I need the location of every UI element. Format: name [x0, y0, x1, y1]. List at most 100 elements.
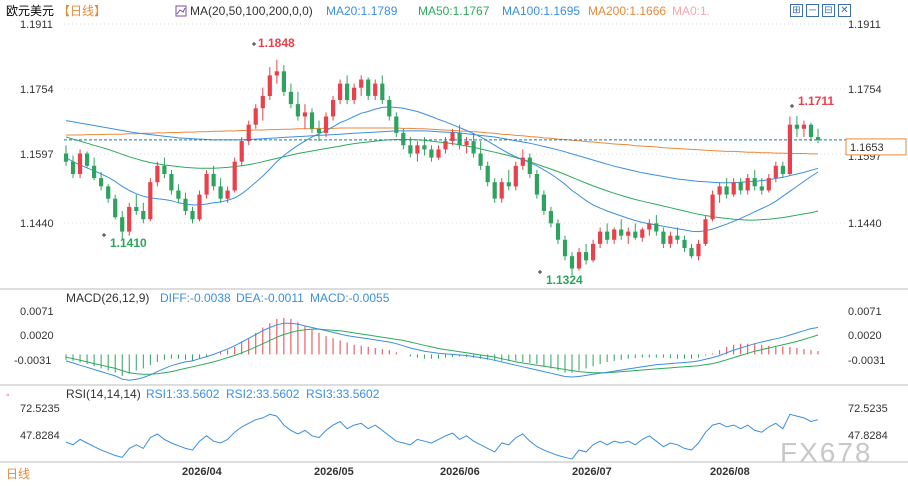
candles	[63, 59, 821, 276]
macd-diff-legend: DIFF:-0.0038	[160, 291, 231, 305]
candle-body	[218, 186, 223, 199]
price-tick-right: 1.1911	[848, 19, 881, 31]
ma-legend-icon-line	[176, 7, 186, 15]
candle-body	[576, 252, 582, 269]
ma100-line	[65, 120, 819, 184]
brand-watermark: FX678	[780, 437, 873, 468]
candle-body	[696, 243, 701, 257]
minimize-icon[interactable]: ─	[806, 4, 819, 17]
candle-body	[429, 149, 434, 158]
expand-icon[interactable]: ⊞	[790, 4, 803, 17]
candle-body	[808, 124, 814, 137]
rsi-tick-left: 72.5235	[20, 403, 60, 415]
restore-icon[interactable]: ⊟	[822, 4, 835, 17]
candle-body	[281, 71, 286, 92]
candle-body	[197, 194, 202, 220]
annotation-high-1: 1.1848	[258, 36, 295, 50]
period-button[interactable]: 日线	[6, 467, 30, 481]
current-price-box-frame	[845, 138, 907, 156]
candle-body	[492, 182, 497, 199]
candle-body	[267, 75, 272, 96]
candle-body	[99, 178, 104, 187]
candle-body	[204, 174, 209, 195]
price-axis-right: 1.1911 1.1754 1.1597 1.1440	[848, 19, 882, 230]
current-price-box: 1.1653	[845, 138, 907, 156]
annotation-low-2: 1.1324	[546, 273, 583, 287]
macd-tick-right: 0.0071	[848, 306, 882, 318]
candle-body	[225, 190, 230, 199]
candle-body	[106, 186, 111, 199]
candle-body	[169, 174, 174, 191]
rsi3-legend: RSI3:33.5602	[306, 387, 380, 401]
price-tick-left: 1.1911	[20, 19, 53, 31]
time-tick: 2026/04	[182, 466, 223, 478]
time-tick: 2026/06	[440, 466, 480, 478]
time-tick: 2026/05	[314, 466, 354, 478]
candle-body	[471, 141, 476, 154]
candle-body	[373, 83, 378, 96]
rsi-tick-right: 47.8284	[848, 430, 888, 442]
candle-body	[647, 223, 652, 230]
candle-body	[323, 116, 329, 133]
candle-body	[394, 116, 399, 133]
symbol-title: 欧元美元	[6, 4, 54, 18]
candle-body	[352, 87, 357, 100]
annotation-marker	[538, 270, 542, 274]
candle-body	[787, 124, 792, 174]
candle-body	[92, 165, 97, 179]
rsi-line	[65, 413, 819, 460]
price-axis-left: 1.1911 1.1754 1.1597 1.1440	[20, 19, 54, 230]
candle-body	[246, 124, 251, 142]
candle-body	[380, 83, 385, 100]
candle-body	[443, 141, 448, 150]
macd-tick-left: 0.0071	[20, 306, 54, 318]
candle-body	[668, 235, 673, 244]
candle-body	[253, 108, 258, 125]
candle-body	[654, 223, 659, 232]
candle-body	[633, 231, 638, 238]
ma100-legend: MA100:1.1695	[502, 4, 580, 18]
candle-body	[120, 217, 125, 232]
close-icon[interactable]: ✕	[838, 4, 851, 17]
candle-body	[766, 178, 771, 191]
candle-body	[345, 83, 350, 100]
rsi2-legend: RSI2:33.5602	[226, 387, 300, 401]
candle-body	[274, 71, 279, 76]
candle-body	[113, 198, 118, 218]
candle-body	[661, 231, 666, 244]
ma200-legend: MA200:1.1666	[588, 4, 666, 18]
candle-body	[183, 198, 188, 211]
candle-body	[612, 229, 617, 240]
candle-body	[239, 141, 244, 162]
moving-average-lines	[65, 106, 819, 233]
candle-body	[63, 153, 69, 162]
candle-body	[675, 235, 680, 240]
macd-series	[65, 317, 819, 381]
candle-body	[155, 165, 160, 183]
macd-dea-legend: DEA:-0.0011	[236, 291, 304, 305]
candle-body	[387, 100, 392, 117]
annotation-marker	[102, 233, 106, 237]
macd-value-legend: MACD:-0.0055	[310, 291, 390, 305]
candle-body	[176, 190, 181, 199]
price-tick-right: 1.1754	[848, 84, 882, 96]
candle-body	[520, 157, 525, 166]
annotation-marker	[252, 42, 256, 46]
annotation-high-2: 1.1711	[798, 94, 834, 108]
candle-body	[710, 194, 715, 220]
candle-body	[619, 229, 624, 236]
period-tag: 【日线】	[58, 4, 106, 18]
candle-body	[598, 231, 603, 244]
candle-body	[780, 165, 785, 174]
candle-body	[541, 194, 546, 211]
candle-body	[366, 79, 371, 96]
candle-body	[591, 243, 596, 261]
candle-body	[527, 157, 532, 174]
candle-body	[745, 178, 750, 191]
candle-body	[555, 223, 561, 240]
candle-body	[506, 182, 511, 187]
time-axis: 2026/04 2026/05 2026/06 2026/07 2026/08	[182, 466, 750, 478]
candle-body	[148, 182, 153, 220]
candle-body	[689, 248, 694, 257]
